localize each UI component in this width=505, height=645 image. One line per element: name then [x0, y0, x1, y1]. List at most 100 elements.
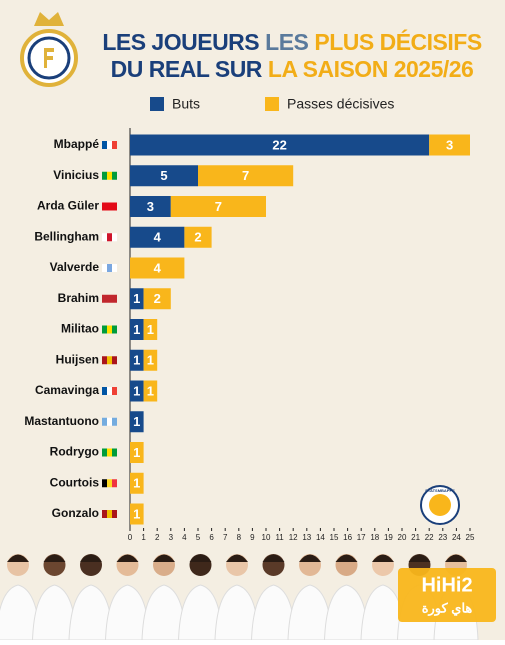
flag-stripe	[107, 264, 112, 272]
bar-segment	[130, 411, 144, 433]
flag-stripe	[112, 479, 117, 488]
data-label: 7	[215, 199, 222, 214]
category-label: Arda Güler	[37, 199, 99, 213]
x-tick-label: 22	[425, 533, 434, 542]
flag	[102, 448, 117, 457]
bar-segment	[130, 226, 185, 248]
x-tick-label: 8	[237, 533, 242, 542]
player-hair	[43, 554, 66, 562]
flag	[102, 294, 117, 303]
x-tick-label: 7	[223, 533, 228, 542]
watermark-badge: STATSMBAPPE	[420, 485, 460, 525]
x-tick-label: 14	[316, 533, 325, 542]
bar-segment	[143, 319, 158, 340]
data-label: 1	[133, 353, 140, 368]
x-tick-label: 12	[289, 533, 298, 542]
bar-segment	[130, 257, 185, 279]
data-label: 1	[133, 506, 140, 521]
x-tick-label: 3	[169, 533, 174, 542]
flag-stripe	[102, 294, 107, 303]
category-label: Militao	[61, 322, 99, 336]
club-crest	[20, 12, 78, 87]
player-hair	[116, 554, 139, 562]
bar-segment	[143, 288, 171, 310]
title-line: LES JOUEURS LES PLUS DÉCISIFS	[102, 28, 482, 55]
flag	[102, 325, 117, 334]
data-label: 1	[133, 414, 140, 429]
x-tick-label: 4	[182, 533, 187, 542]
flag-stripe	[107, 171, 112, 180]
data-label: 4	[154, 230, 162, 245]
player-hair	[372, 554, 394, 562]
x-tick-label: 16	[343, 533, 352, 542]
flag-stripe	[107, 294, 112, 303]
flag-stripe	[107, 233, 112, 242]
data-label: 4	[154, 260, 162, 275]
data-label: 1	[133, 322, 140, 337]
bar-segment	[130, 503, 144, 525]
flag-stripe	[107, 510, 112, 518]
player-hair	[189, 554, 212, 562]
flag-stripe	[102, 479, 107, 488]
flag-stripe	[107, 202, 112, 211]
bar-segment	[143, 380, 158, 402]
category-label: Valverde	[50, 260, 100, 274]
bar-segment	[130, 349, 144, 371]
category-label: Huijsen	[56, 352, 99, 366]
logo-subtext: هاي كورة	[422, 600, 473, 616]
flag-stripe	[107, 141, 112, 149]
player-hair	[335, 554, 358, 562]
flag-stripe	[102, 264, 107, 272]
player-hair	[226, 554, 248, 562]
data-label: 22	[272, 137, 286, 152]
data-label: 1	[133, 476, 140, 491]
data-label: 5	[160, 168, 167, 183]
bar-segment	[130, 134, 430, 156]
flag-stripe	[102, 356, 107, 365]
title-part: LA SAISON 2025/26	[268, 56, 473, 82]
flag-stripe	[107, 325, 112, 334]
flag-stripe	[102, 417, 107, 426]
flag-stripe	[112, 448, 117, 457]
legend-swatch	[265, 97, 279, 111]
player-hair	[299, 554, 321, 562]
title-part: LES JOUEURS	[102, 29, 259, 55]
flag-stripe	[102, 141, 107, 149]
title-part: DU REAL SUR	[111, 56, 263, 82]
flag-stripe	[112, 417, 117, 426]
flag-stripe	[112, 325, 117, 334]
flag-stripe	[102, 325, 107, 334]
player-hair	[262, 554, 285, 562]
flag-stripe	[107, 479, 112, 488]
data-label: 3	[446, 137, 453, 152]
logo-text: HiHi2	[421, 574, 472, 596]
category-label: Camavinga	[35, 383, 99, 397]
flag-stripe	[112, 510, 117, 518]
bar-segment	[130, 380, 144, 402]
flag-stripe	[112, 171, 117, 180]
x-tick-label: 2	[155, 533, 160, 542]
legend-label: Passes décisives	[287, 96, 394, 112]
flag-stripe	[107, 448, 112, 457]
logo: HiHi2 هاي كورة	[398, 568, 496, 622]
data-label: 1	[133, 383, 140, 398]
flag-stripe	[112, 356, 117, 365]
flag	[102, 202, 117, 211]
x-tick-label: 21	[411, 533, 420, 542]
data-label: 2	[154, 291, 161, 306]
player-hair	[153, 554, 175, 562]
x-tick-label: 6	[209, 533, 214, 542]
category-label: Gonzalo	[52, 506, 99, 520]
flag	[102, 171, 117, 180]
bar-segment	[130, 196, 171, 217]
flag	[102, 417, 117, 426]
title-line: DU REAL SUR LA SAISON 2025/26	[111, 56, 474, 82]
flag-stripe	[102, 448, 107, 457]
bar-segment	[130, 472, 144, 494]
flag-stripe	[107, 387, 112, 395]
player-hair	[7, 554, 29, 562]
title-part: LES	[265, 29, 308, 55]
player-hair	[445, 554, 467, 562]
player-hair	[408, 554, 431, 562]
